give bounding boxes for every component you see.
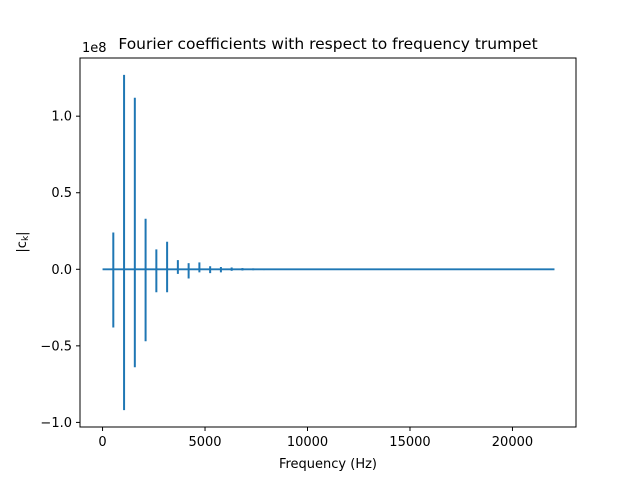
axes-layer xyxy=(79,57,577,428)
y-axis-label: |ck| xyxy=(15,231,31,252)
y-axis-ticks: −1.0 −0.5 0.0 0.5 1.0 xyxy=(40,110,80,431)
y-offset-text: 1e8 xyxy=(82,41,107,56)
y-tick-label: 0.5 xyxy=(51,186,72,201)
y-axis-label-open: |c xyxy=(15,241,30,253)
x-tick-label: 0 xyxy=(98,435,106,450)
x-tick-label: 20000 xyxy=(492,435,533,450)
series-layer xyxy=(102,74,555,411)
y-tick-label: −1.0 xyxy=(40,416,72,431)
y-tick-label: −0.5 xyxy=(40,339,72,354)
x-axis-label: Frequency (Hz) xyxy=(279,457,377,472)
x-tick-label: 5000 xyxy=(188,435,221,450)
x-axis-ticks: 0 5000 10000 15000 20000 xyxy=(98,427,533,450)
x-tick-label: 10000 xyxy=(287,435,328,450)
y-tick-label: 0.0 xyxy=(51,263,72,278)
x-tick-label: 15000 xyxy=(389,435,430,450)
y-axis-label-close: | xyxy=(15,231,30,235)
chart-title: Fourier coefficients with respect to fre… xyxy=(118,35,537,53)
y-axis-label-subscript: k xyxy=(21,235,31,241)
y-tick-label: 1.0 xyxy=(51,110,72,125)
plot-area-frame xyxy=(79,57,577,428)
